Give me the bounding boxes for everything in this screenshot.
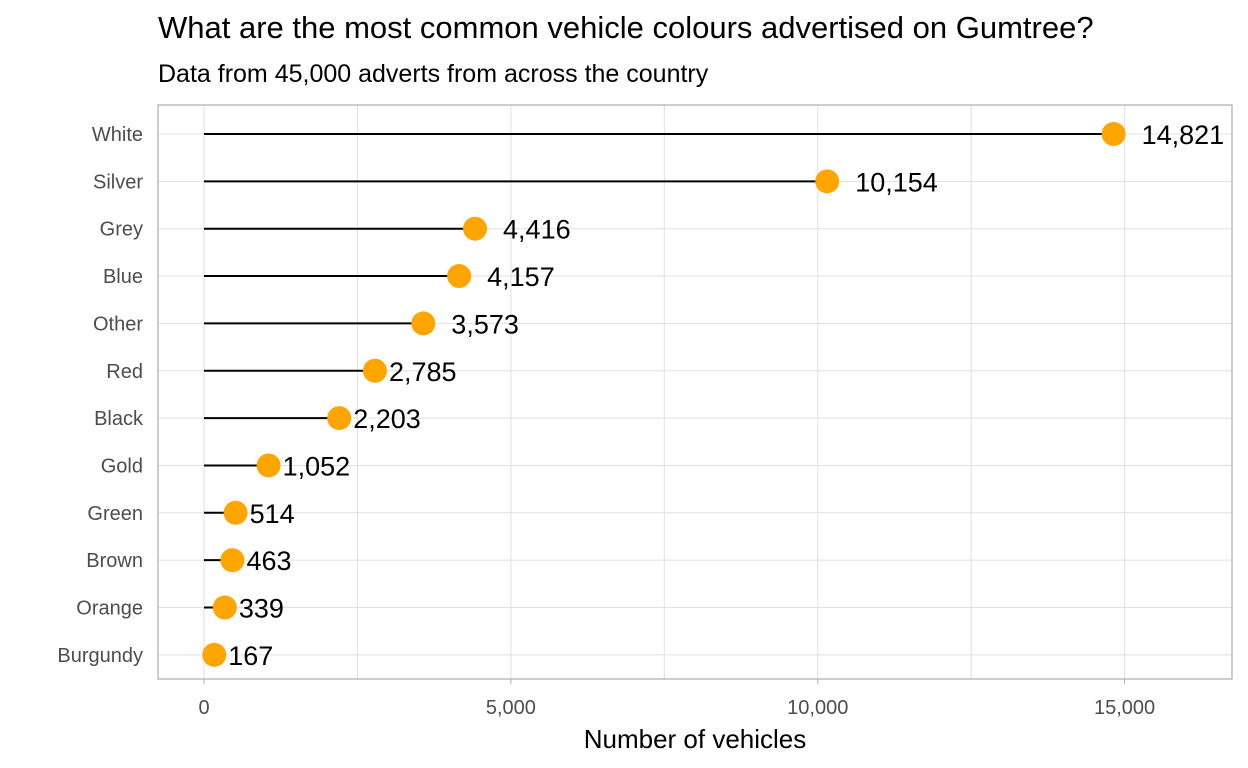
data-label-blue: 4,157 bbox=[487, 262, 555, 292]
point-orange bbox=[212, 595, 237, 620]
data-label-white: 14,821 bbox=[1142, 120, 1225, 150]
data-label-layer: 14,821 10,154 4,416 4,157 3,573 2,785 2,2031,0… bbox=[228, 120, 1224, 671]
category-label-burgundy: Burgundy bbox=[57, 645, 143, 667]
point-blue bbox=[447, 264, 472, 289]
x-axis-title: Number of vehicles bbox=[584, 724, 807, 754]
panel-border bbox=[157, 104, 1233, 680]
x-tick-label: 15,000 bbox=[1094, 697, 1155, 719]
category-label-grey: Grey bbox=[100, 219, 143, 241]
category-label-brown: Brown bbox=[86, 550, 143, 572]
point-green bbox=[223, 500, 248, 525]
category-label-gold: Gold bbox=[101, 455, 143, 477]
category-label-black: Black bbox=[94, 408, 144, 430]
point-black bbox=[327, 406, 352, 431]
point-layer bbox=[202, 122, 1126, 667]
point-other bbox=[411, 311, 436, 336]
point-burgundy bbox=[202, 642, 227, 667]
chart-title: What are the most common vehicle colours… bbox=[158, 10, 1094, 45]
point-red bbox=[362, 358, 387, 383]
data-label-gold: 1,052 bbox=[283, 451, 351, 481]
category-label-silver: Silver bbox=[93, 171, 143, 193]
point-gold bbox=[256, 453, 281, 478]
category-axis: White Silver Grey Blue Other Red Black Gold Gree… bbox=[57, 124, 144, 667]
point-grey bbox=[463, 216, 488, 241]
point-white bbox=[1101, 122, 1126, 146]
data-label-red: 2,785 bbox=[389, 357, 457, 387]
x-axis-ticks: 0 5,000 10,000 15,000 bbox=[198, 679, 1155, 719]
data-label-green: 514 bbox=[250, 499, 295, 529]
stem-layer bbox=[204, 133, 1114, 656]
category-label-orange: Orange bbox=[76, 598, 143, 620]
x-tick-label: 0 bbox=[198, 697, 209, 719]
category-label-red: Red bbox=[106, 361, 143, 383]
data-label-brown: 463 bbox=[246, 546, 291, 576]
category-label-other: Other bbox=[93, 313, 143, 335]
x-tick-label: 5,000 bbox=[486, 697, 536, 719]
category-label-white: White bbox=[92, 124, 143, 146]
data-label-silver: 10,154 bbox=[855, 167, 938, 197]
grid-layer bbox=[158, 105, 1232, 679]
chart-subtitle: Data from 45,000 adverts from across the… bbox=[158, 60, 709, 88]
x-tick-label: 10,000 bbox=[787, 697, 848, 719]
data-label-grey: 4,416 bbox=[503, 215, 571, 245]
category-label-green: Green bbox=[87, 503, 143, 525]
category-label-blue: Blue bbox=[103, 266, 143, 288]
data-label-black: 2,203 bbox=[353, 404, 421, 434]
data-label-orange: 339 bbox=[239, 594, 284, 624]
point-silver bbox=[815, 169, 840, 194]
data-label-other: 3,573 bbox=[451, 309, 519, 339]
data-label-burgundy: 167 bbox=[228, 641, 273, 671]
point-brown bbox=[220, 548, 245, 573]
